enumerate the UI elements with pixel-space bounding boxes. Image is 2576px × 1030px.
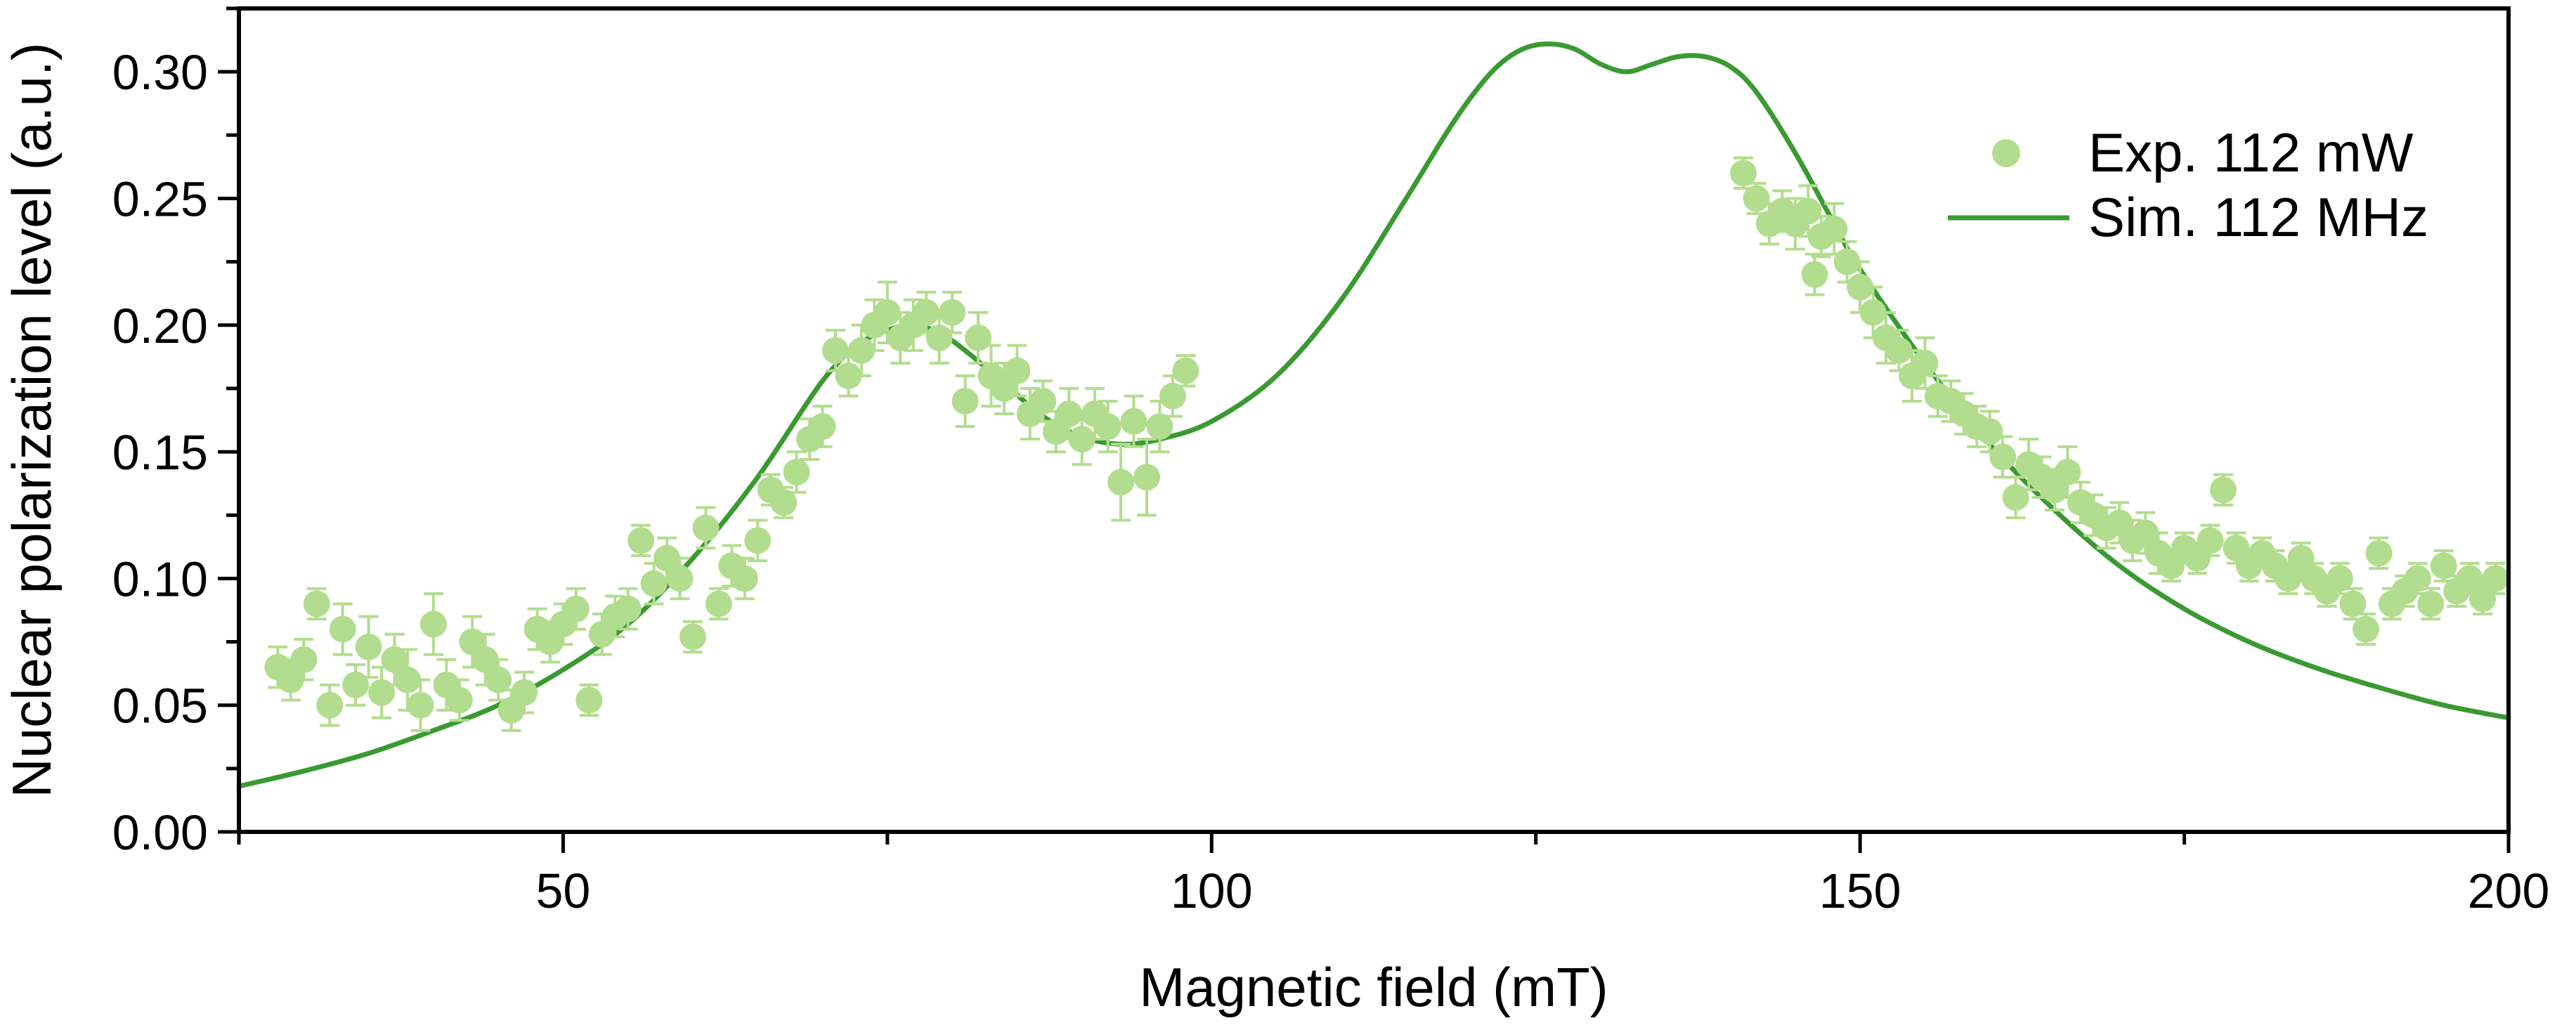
- exp-point: [1094, 399, 1121, 454]
- exp-point: [1833, 240, 1861, 284]
- exp-point: [1172, 354, 1199, 388]
- exp-point: [1029, 379, 1057, 423]
- exp-point: [1068, 412, 1095, 467]
- x-tick-label: 200: [2468, 863, 2550, 918]
- exp-point: [770, 485, 798, 519]
- plot-frame: [237, 6, 2511, 834]
- exp-point: [1055, 386, 1083, 441]
- x-tick-label: 100: [1171, 863, 1253, 918]
- exp-point: [445, 678, 473, 722]
- exp-point: [1743, 181, 1770, 216]
- x-tick-label: 50: [535, 863, 590, 918]
- legend-label-sim: Sim. 112 MHz: [2088, 186, 2428, 248]
- y-tick-label: 0.10: [112, 552, 208, 606]
- exp-point: [303, 587, 330, 621]
- y-tick-label: 0.15: [112, 425, 208, 480]
- legend-marker-exp: [1992, 139, 2020, 167]
- exp-point: [419, 592, 447, 656]
- legend-label-exp: Exp. 112 mW: [2088, 122, 2414, 183]
- exp-point: [511, 670, 538, 715]
- y-tick-label: 0.30: [112, 45, 208, 100]
- exp-point: [1120, 394, 1147, 448]
- exp-point: [2352, 612, 2379, 646]
- exp-point: [471, 632, 499, 686]
- exp-point: [407, 678, 434, 732]
- exp-point: [913, 290, 940, 334]
- y-tick-label: 0.00: [112, 805, 208, 860]
- exp-point: [731, 556, 758, 601]
- exp-point: [2417, 587, 2445, 621]
- exp-point: [1989, 435, 2017, 479]
- exp-point: [2469, 582, 2497, 615]
- exp-point: [2482, 561, 2509, 596]
- exp-point: [1146, 399, 1173, 454]
- x-tick-label: 150: [1819, 863, 1901, 918]
- exp-point: [329, 602, 356, 656]
- exp-point: [744, 519, 772, 563]
- exp-point: [783, 450, 810, 494]
- axes: 50 100 150 200 0.00 0.05 0.10 0.15 0.20 0.25 0.30: [112, 6, 2550, 918]
- exp-point: [1885, 328, 1913, 372]
- exp-point: [355, 615, 382, 679]
- exp-point: [316, 683, 344, 727]
- sim-line: [236, 41, 2511, 789]
- exp-point: [809, 405, 836, 448]
- y-tick-label: 0.25: [112, 171, 208, 226]
- exp-point: [627, 523, 655, 557]
- exp-point: [1911, 336, 1939, 390]
- exp-point: [847, 323, 875, 377]
- exp-point: [1107, 443, 1135, 522]
- exp-point: [342, 663, 370, 707]
- exp-point: [614, 587, 642, 631]
- exp-point: [939, 290, 966, 334]
- y-tick-label: 0.20: [112, 299, 208, 353]
- exp-point: [1133, 438, 1160, 517]
- exp-point: [705, 587, 732, 621]
- exp-point: [290, 637, 318, 682]
- exp-point: [692, 506, 720, 550]
- legend: Exp. 112 mW Sim. 112 MHz: [1948, 122, 2428, 248]
- sim-series: [236, 41, 2511, 789]
- exp-point: [368, 665, 396, 719]
- exp-point: [2132, 511, 2159, 555]
- exp-point: [575, 683, 603, 717]
- exp-point: [562, 587, 590, 631]
- y-tick-label: 0.05: [112, 679, 208, 734]
- x-axis-title: Magnetic field (mT): [1139, 956, 1608, 1018]
- exp-point: [666, 556, 694, 601]
- exp-point: [277, 658, 304, 702]
- exp-point: [951, 374, 979, 429]
- exp-point: [2209, 473, 2237, 507]
- exp-point: [1801, 252, 1828, 296]
- exp-point: [679, 620, 706, 653]
- exp-series: [264, 156, 2509, 732]
- exp-point: [640, 561, 668, 606]
- exp-point: [2456, 561, 2483, 596]
- exp-point: [2327, 561, 2354, 596]
- exp-point: [1859, 285, 1887, 339]
- exp-point: [2197, 523, 2224, 557]
- y-axis-title: Nuclear polarization level (a.u.): [1, 42, 63, 797]
- exp-point: [2404, 561, 2431, 596]
- exp-point: [1003, 344, 1031, 398]
- exp-point: [2054, 445, 2081, 499]
- exp-point: [2365, 536, 2393, 570]
